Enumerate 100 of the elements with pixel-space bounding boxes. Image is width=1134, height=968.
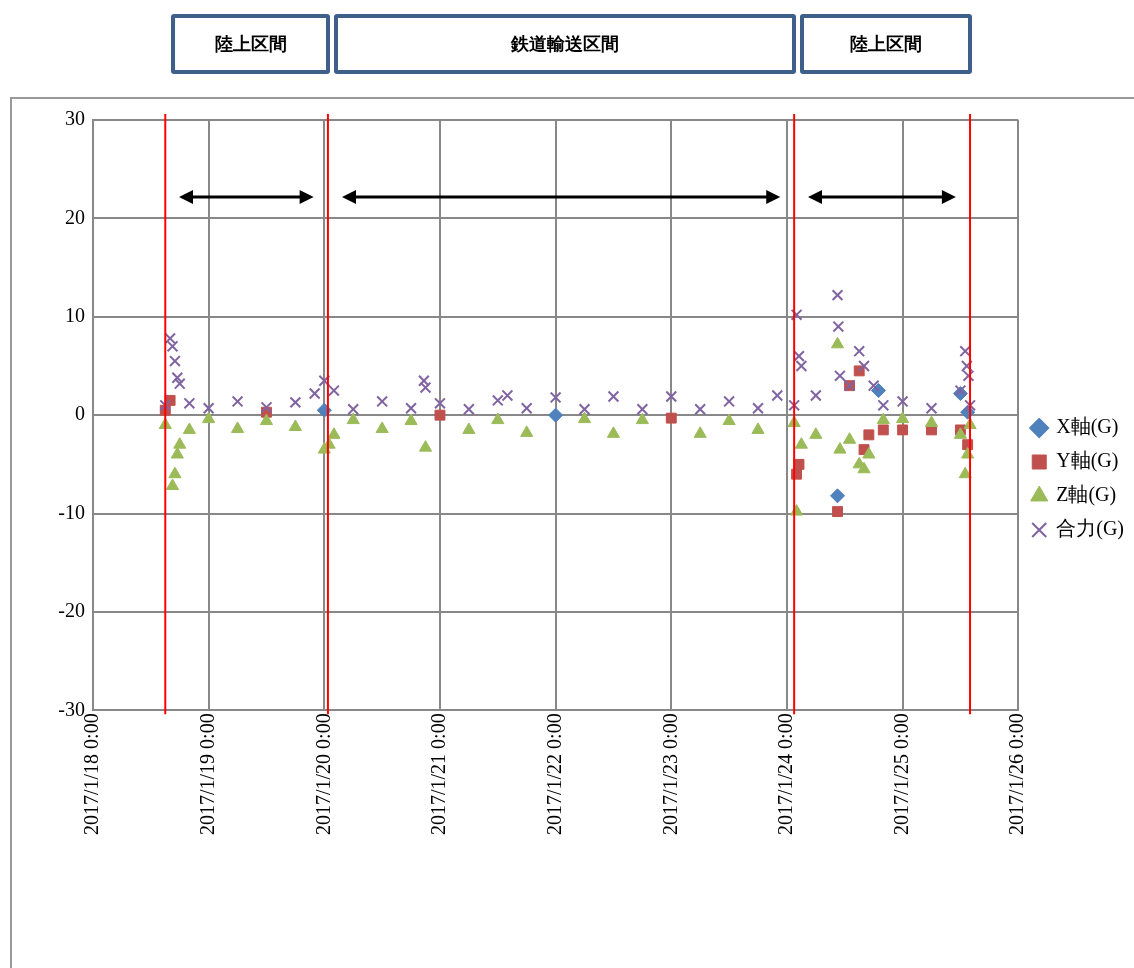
point bbox=[346, 412, 360, 425]
point bbox=[790, 308, 803, 321]
point bbox=[434, 409, 446, 421]
x-tick-label: 2017/1/24 0:00 bbox=[774, 713, 797, 835]
point bbox=[231, 421, 245, 433]
point bbox=[520, 402, 533, 415]
point bbox=[606, 426, 621, 438]
point bbox=[168, 466, 182, 479]
point bbox=[830, 488, 846, 504]
point bbox=[159, 399, 172, 412]
point bbox=[173, 377, 186, 390]
point bbox=[405, 402, 417, 415]
x-tick-label: 2017/1/22 0:00 bbox=[542, 713, 565, 835]
x-tick-label: 2017/1/20 0:00 bbox=[311, 713, 334, 835]
point bbox=[877, 399, 890, 412]
point bbox=[896, 411, 910, 424]
y-tick-label: 30 bbox=[65, 107, 85, 130]
x-tick-label: 2017/1/25 0:00 bbox=[889, 713, 912, 835]
legend-label: 合力(G) bbox=[1056, 517, 1124, 541]
point bbox=[168, 355, 181, 367]
point bbox=[843, 432, 857, 444]
point bbox=[858, 360, 870, 372]
text: 陸上区間 bbox=[800, 14, 973, 74]
point bbox=[964, 399, 976, 412]
point bbox=[831, 289, 844, 302]
point bbox=[260, 401, 273, 414]
point bbox=[202, 411, 216, 424]
point bbox=[788, 399, 801, 412]
point bbox=[376, 395, 389, 408]
point bbox=[231, 395, 244, 408]
point bbox=[693, 426, 707, 438]
point bbox=[809, 389, 822, 402]
point bbox=[318, 374, 331, 387]
x-tick-label: 2017/1/26 0:00 bbox=[1005, 713, 1028, 835]
y-tick-label: 10 bbox=[65, 304, 85, 327]
point bbox=[853, 345, 866, 358]
point bbox=[794, 437, 808, 449]
point bbox=[578, 403, 591, 416]
point bbox=[925, 402, 938, 415]
point bbox=[635, 412, 649, 425]
point bbox=[751, 422, 765, 434]
x-tick-label: 2017/1/23 0:00 bbox=[658, 713, 681, 835]
point bbox=[288, 419, 302, 431]
point bbox=[636, 403, 649, 416]
point bbox=[165, 478, 180, 491]
point bbox=[491, 412, 505, 425]
point bbox=[793, 458, 805, 470]
point bbox=[771, 389, 784, 402]
point bbox=[876, 412, 890, 425]
y-tick-label: -20 bbox=[58, 599, 85, 622]
point bbox=[809, 427, 823, 439]
point bbox=[491, 394, 504, 407]
text: 陸上区間 bbox=[171, 14, 330, 74]
point bbox=[867, 379, 880, 392]
point bbox=[202, 402, 215, 415]
point bbox=[289, 396, 302, 409]
point bbox=[752, 402, 764, 415]
y-tick-label: -30 bbox=[58, 697, 85, 720]
point bbox=[863, 429, 875, 441]
point bbox=[722, 413, 736, 426]
point bbox=[434, 397, 446, 410]
legend-label: Z軸(G) bbox=[1056, 483, 1117, 507]
point bbox=[862, 447, 876, 459]
legend-label: X軸(G) bbox=[1056, 415, 1119, 439]
point bbox=[404, 413, 418, 426]
point bbox=[170, 447, 184, 459]
point bbox=[501, 389, 514, 402]
point bbox=[607, 390, 620, 403]
point bbox=[723, 395, 736, 408]
point bbox=[347, 403, 360, 416]
x-tick-label: 2017/1/21 0:00 bbox=[427, 713, 450, 835]
point bbox=[877, 424, 889, 436]
y-tick-label: -10 bbox=[58, 500, 85, 523]
text: 鉄道輸送区間 bbox=[333, 14, 797, 74]
point bbox=[328, 384, 340, 397]
point bbox=[577, 411, 592, 424]
point bbox=[183, 397, 196, 410]
point bbox=[462, 422, 476, 434]
y-tick-label: 20 bbox=[65, 205, 85, 228]
point bbox=[308, 387, 321, 400]
point bbox=[171, 371, 184, 384]
legend-label: Y軸(G) bbox=[1056, 449, 1119, 473]
point bbox=[375, 421, 389, 433]
point bbox=[418, 440, 433, 452]
point bbox=[462, 403, 475, 416]
point bbox=[694, 403, 707, 416]
point bbox=[958, 466, 972, 479]
y-tick-label: 0 bbox=[75, 402, 85, 425]
x-tick-label: 2017/1/19 0:00 bbox=[195, 713, 218, 835]
point bbox=[327, 427, 341, 439]
point bbox=[954, 384, 967, 397]
point bbox=[832, 320, 845, 333]
point bbox=[897, 424, 909, 436]
point bbox=[665, 412, 677, 424]
point bbox=[548, 407, 564, 423]
point bbox=[924, 415, 939, 428]
point bbox=[857, 461, 871, 474]
point bbox=[549, 391, 562, 404]
point bbox=[833, 369, 846, 382]
point bbox=[833, 442, 847, 454]
